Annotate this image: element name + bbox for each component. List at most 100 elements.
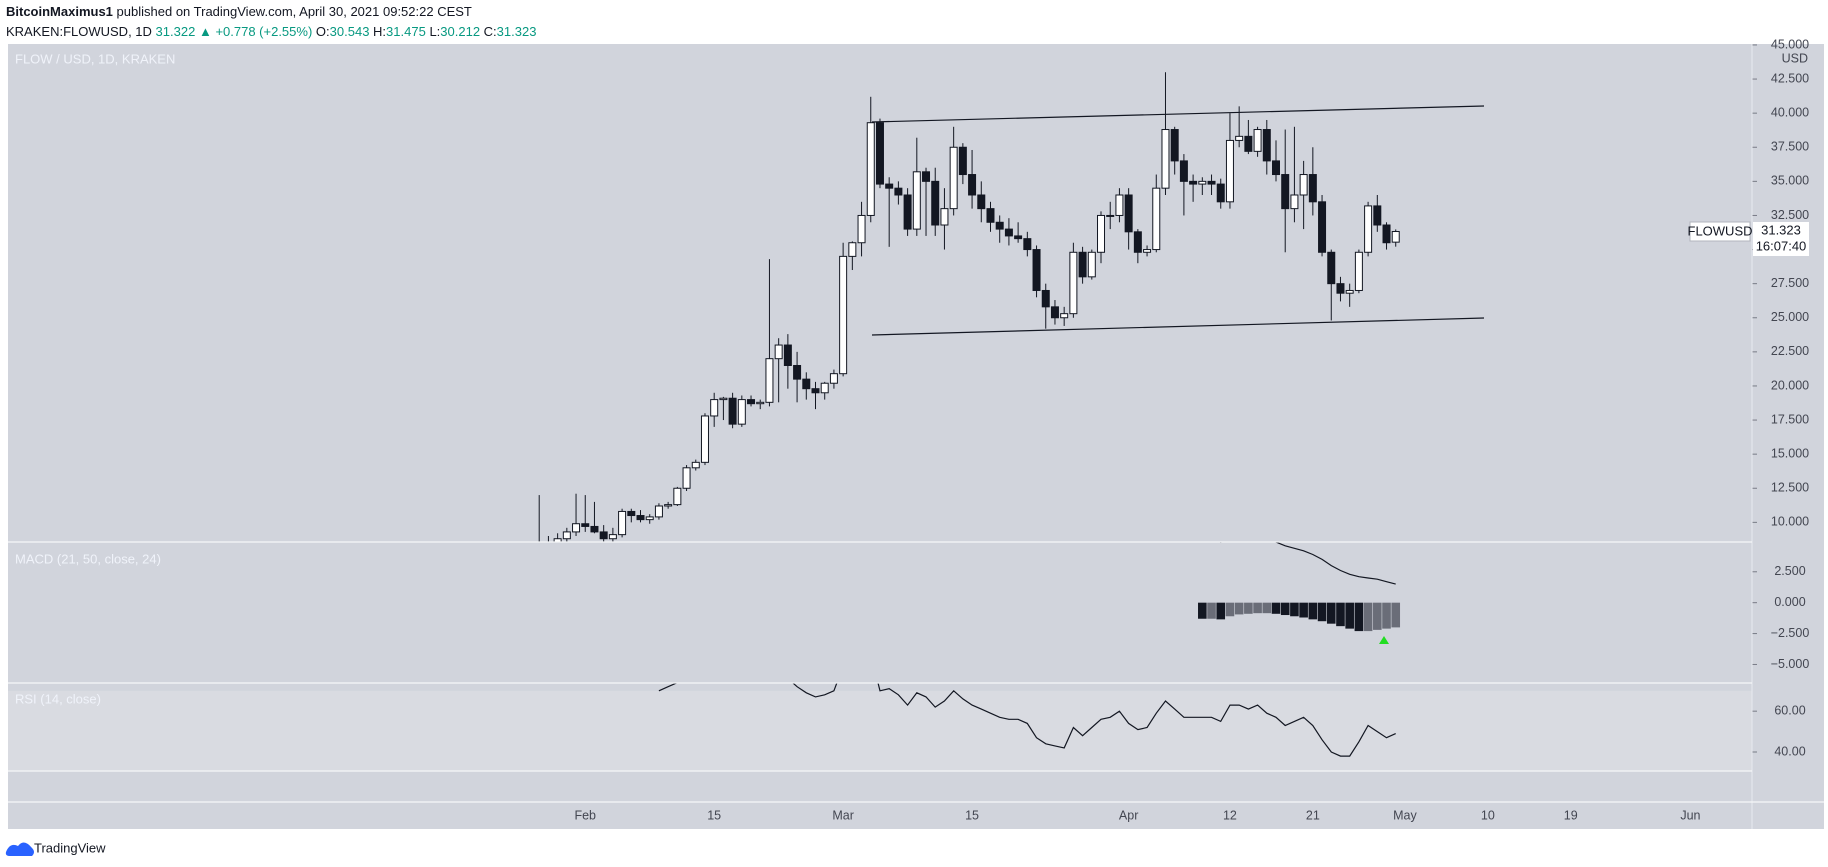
- candle-body: [553, 538, 562, 542]
- candle-body: [1281, 174, 1290, 210]
- x-tick-label: Feb: [574, 808, 596, 822]
- candle-body: [783, 344, 792, 366]
- histogram-bar: [1234, 602, 1244, 615]
- pane-title: MACD (21, 50, close, 24): [15, 551, 161, 566]
- x-tick-label: Jun: [1680, 808, 1700, 822]
- histogram-bar: [1207, 602, 1216, 619]
- candle-body: [1308, 174, 1317, 203]
- y-tick-label: 40.00: [1774, 744, 1805, 758]
- candle-body: [1023, 238, 1032, 251]
- candle-body: [1244, 135, 1253, 152]
- candle-body: [885, 183, 894, 189]
- candle-body: [1124, 194, 1133, 233]
- candle-body: [737, 399, 746, 425]
- candle-body: [802, 378, 811, 390]
- candle-body: [1161, 129, 1170, 189]
- candle-body: [1235, 135, 1244, 141]
- candle-body: [995, 221, 1004, 230]
- candle-body: [682, 467, 691, 489]
- change: +0.778 (+2.55%): [215, 24, 312, 39]
- candle-body: [875, 122, 884, 185]
- histogram-bar: [1225, 602, 1235, 617]
- x-tick-label: 15: [707, 808, 721, 822]
- candle-body: [1041, 289, 1050, 308]
- histogram-bar: [1382, 602, 1391, 629]
- candle-body: [866, 122, 875, 216]
- candle-body: [1106, 214, 1115, 217]
- signal-marker: [1379, 636, 1389, 644]
- candle-body: [1216, 183, 1225, 203]
- histogram-bar: [1198, 602, 1207, 619]
- candle-body: [710, 399, 719, 417]
- candle-body: [700, 415, 709, 463]
- header-line-2: KRAKEN:FLOWUSD, 1D 31.322 ▲ +0.778 (+2.5…: [6, 24, 536, 39]
- candle-body: [793, 364, 802, 380]
- histogram-bar: [1253, 602, 1262, 614]
- macd-pane: [1198, 542, 1401, 632]
- candle-body: [968, 174, 977, 196]
- footer-logo: [5, 842, 34, 856]
- published: published on TradingView.com, April 30, …: [117, 4, 472, 19]
- candle-body: [1078, 251, 1087, 278]
- candle-body: [1014, 235, 1023, 240]
- candle-body: [1060, 313, 1069, 319]
- x-tick-label: 15: [965, 808, 979, 822]
- channel-bottom: [871, 317, 1485, 336]
- candle-body: [719, 397, 728, 401]
- candle-body: [627, 510, 636, 517]
- candle-body: [1345, 289, 1354, 294]
- candle-body: [645, 516, 654, 521]
- candle-body: [1336, 283, 1345, 294]
- candle-body: [1382, 224, 1391, 244]
- x-tick-label: 21: [1306, 808, 1320, 822]
- candle-body: [1299, 174, 1308, 196]
- candle-body: [958, 146, 967, 176]
- candle-body: [1373, 205, 1382, 226]
- price-pane: [538, 72, 1400, 542]
- histogram-bar: [1299, 602, 1308, 618]
- candle-body: [1272, 160, 1280, 176]
- candle-body: [1207, 180, 1216, 185]
- histogram-bar: [1373, 602, 1382, 630]
- candle-body: [608, 534, 617, 540]
- candle-body: [1327, 251, 1336, 285]
- candle-body: [599, 531, 608, 540]
- rsi-pane: [8, 683, 1752, 771]
- candle-body: [820, 382, 829, 394]
- histogram-bar: [1391, 602, 1401, 628]
- candle-body: [1069, 251, 1078, 315]
- candle-body: [1290, 194, 1299, 210]
- candle-body: [1391, 231, 1400, 243]
- candle-body: [756, 401, 765, 405]
- rsi-line: [658, 683, 1396, 757]
- ohlc-value: 31.475: [386, 24, 426, 39]
- histogram-bar: [1354, 602, 1364, 632]
- symbol-label: FLOWUSD: [1688, 223, 1753, 238]
- y-tick-label: 35.000: [1771, 174, 1809, 188]
- candle-body: [1364, 205, 1373, 253]
- channel-top: [871, 105, 1485, 123]
- candle-body: [747, 399, 756, 405]
- x-tick-label: Mar: [832, 808, 854, 822]
- pane-title: FLOW / USD, 1D, KRAKEN: [15, 51, 175, 66]
- candle-body: [1032, 249, 1041, 291]
- macd-line: [1217, 542, 1396, 585]
- candle-body: [581, 523, 590, 527]
- histogram-bar: [1216, 602, 1226, 620]
- y-tick-label: 25.000: [1771, 310, 1809, 324]
- y-tick-label: 37.500: [1771, 140, 1809, 154]
- ohlc-label: L:: [429, 24, 440, 39]
- candle-body: [1115, 194, 1124, 216]
- x-tick-label: 12: [1223, 808, 1237, 822]
- candle-body: [903, 194, 912, 230]
- y-tick-label: 12.500: [1771, 481, 1809, 495]
- x-tick-label: 10: [1481, 808, 1495, 822]
- ohlc-value: 30.543: [330, 24, 370, 39]
- histogram-bar: [1262, 602, 1272, 614]
- candle-body: [636, 515, 645, 521]
- candle-body: [829, 373, 838, 384]
- countdown: 16:07:40: [1756, 238, 1807, 253]
- candle-body: [1152, 187, 1161, 251]
- candle-body: [1087, 251, 1096, 278]
- candle-body: [1179, 160, 1188, 182]
